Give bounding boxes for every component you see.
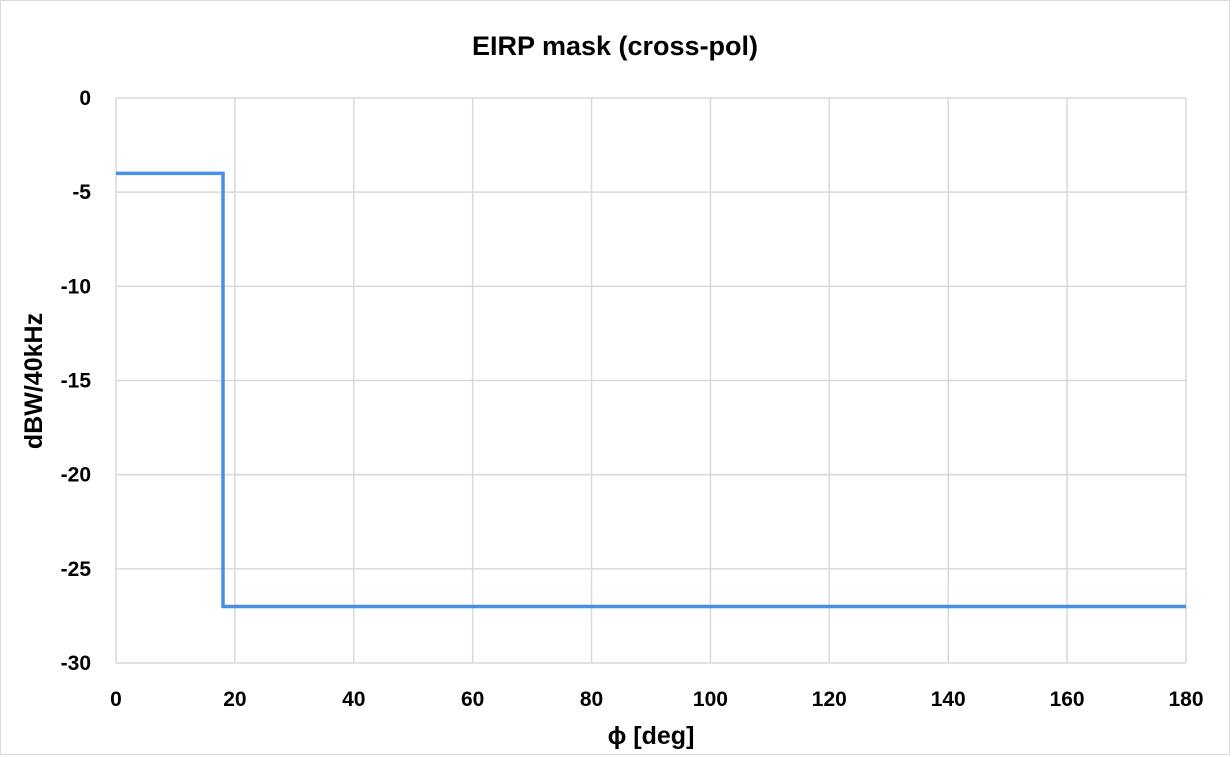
y-tick-labels: 0 -5 -10 -15 -20 -25 -30 [61,87,92,675]
y-axis-label: dBW/40kHz [20,313,48,449]
y-tick-label: -10 [61,275,91,298]
x-axis-label: ϕ [deg] [608,722,695,750]
y-tick-label: 0 [79,87,91,110]
x-tick-label: 40 [342,688,365,711]
x-tick-label: 180 [1168,688,1203,711]
y-tick-label: -30 [61,652,91,675]
series-line-1 [116,171,1186,609]
grid-lines [115,97,1187,664]
y-tick-label: -20 [61,464,91,487]
x-tick-label: 140 [931,688,966,711]
x-tick-label: 80 [580,688,603,711]
series-layer [116,171,1186,609]
y-tick-label: -15 [61,370,92,393]
x-tick-label: 160 [1050,688,1085,711]
x-tick-labels: 0 20 40 60 80 100 120 140 160 180 [110,688,1203,711]
y-tick-label: -25 [61,558,92,581]
chart-title: EIRP mask (cross-pol) [472,31,758,61]
x-tick-label: 60 [461,688,484,711]
x-tick-label: 120 [812,688,847,711]
x-tick-label: 20 [223,688,246,711]
x-tick-label: 100 [693,688,728,711]
y-tick-label: -5 [72,181,91,204]
x-tick-label: 0 [110,688,122,711]
